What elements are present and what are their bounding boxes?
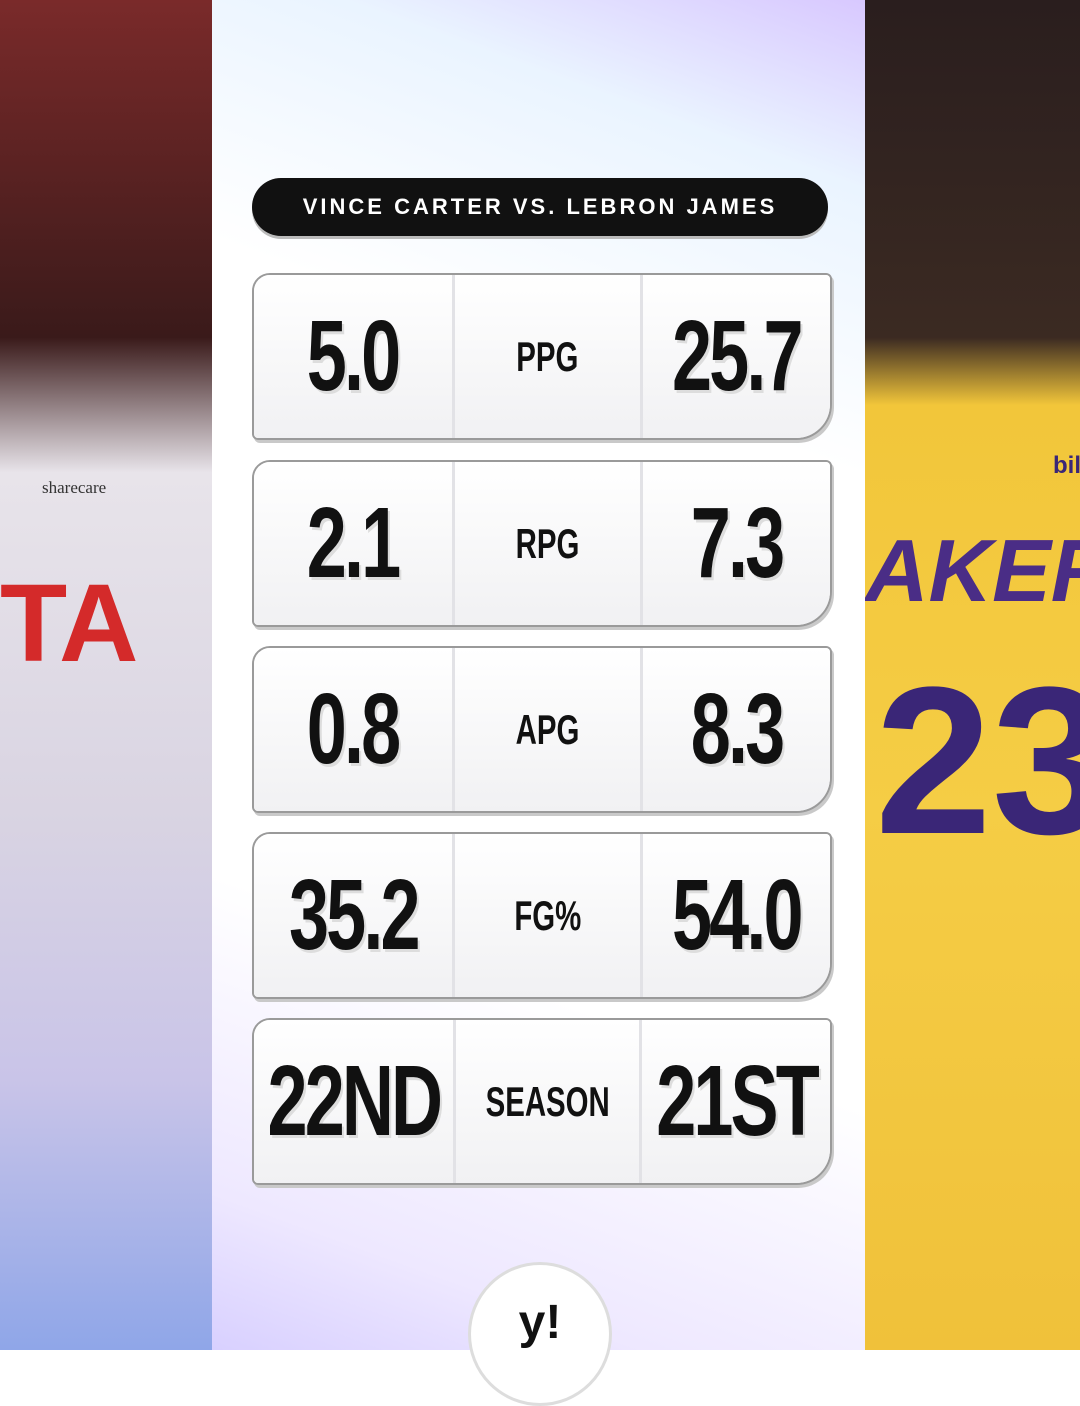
- left-value: 35.2: [288, 859, 420, 971]
- right-value: 8.3: [690, 673, 785, 785]
- right-value: 21ST: [655, 1045, 819, 1157]
- left-player-photo: sharecare TA: [0, 0, 212, 1350]
- left-value-cell: 35.2: [254, 834, 455, 997]
- title: VINCE CARTER VS. LEBRON JAMES: [252, 178, 828, 236]
- logo: y!: [468, 1262, 612, 1406]
- left-value: 2.1: [307, 487, 401, 599]
- left-value: 22ND: [267, 1045, 442, 1157]
- left-value-cell: 0.8: [254, 648, 455, 811]
- right-player-photo: AKERS 23 bil: [865, 0, 1080, 1350]
- stat-label: FG%: [513, 891, 581, 939]
- left-value: 0.8: [307, 673, 401, 785]
- right-value: 25.7: [672, 300, 803, 412]
- right-value-cell: 25.7: [642, 275, 830, 438]
- left-value-cell: 22ND: [254, 1020, 456, 1183]
- stat-label-cell: RPG: [454, 462, 643, 625]
- stat-row: 0.8 APG 8.3: [252, 646, 832, 813]
- left-value-cell: 5.0: [254, 275, 455, 438]
- jersey-text: sharecare: [42, 478, 107, 497]
- left-value: 5.0: [307, 300, 401, 412]
- stat-row: 5.0 PPG 25.7: [252, 273, 832, 440]
- right-value: 54.0: [672, 859, 803, 971]
- stat-row: 22ND SEASON 21ST: [252, 1018, 832, 1185]
- right-value: 7.3: [690, 487, 785, 599]
- right-value-cell: 7.3: [642, 462, 830, 625]
- stat-label: SEASON: [485, 1077, 610, 1125]
- stat-label-cell: APG: [454, 648, 643, 811]
- stat-label-cell: FG%: [454, 834, 643, 997]
- left-value-cell: 2.1: [254, 462, 455, 625]
- stat-label-cell: PPG: [454, 275, 643, 438]
- jersey-text: TA: [0, 562, 139, 685]
- right-value-cell: 21ST: [642, 1020, 830, 1183]
- stat-row: 2.1 RPG 7.3: [252, 460, 832, 627]
- stat-label: APG: [515, 705, 580, 753]
- stat-row: 35.2 FG% 54.0: [252, 832, 832, 999]
- jersey-text: AKERS: [865, 521, 1080, 620]
- stat-label: PPG: [516, 332, 579, 380]
- jersey-text: bil: [1053, 452, 1080, 479]
- stat-label: RPG: [515, 519, 580, 567]
- right-value-cell: 8.3: [642, 648, 830, 811]
- right-value-cell: 54.0: [642, 834, 830, 997]
- jersey-text: 23: [875, 643, 1080, 878]
- stat-label-cell: SEASON: [456, 1020, 642, 1183]
